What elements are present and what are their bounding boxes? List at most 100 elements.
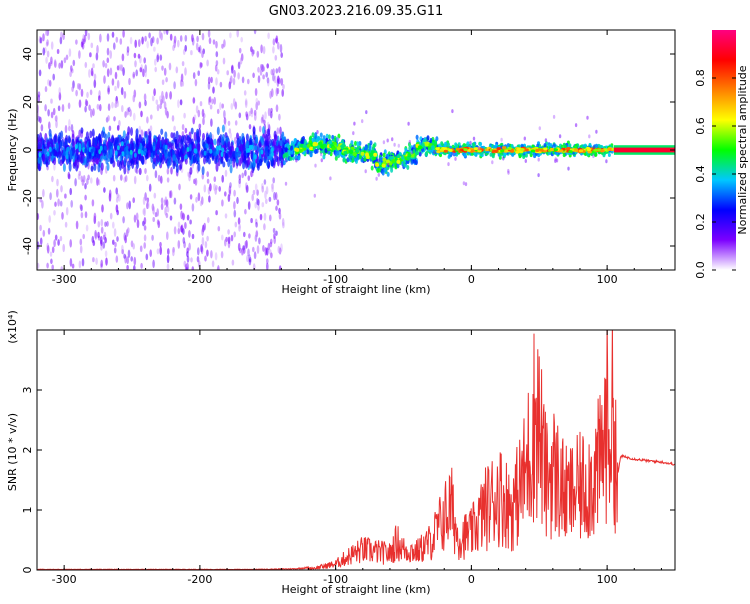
heatmap-cell [200, 244, 203, 253]
heatmap-cell [184, 67, 187, 76]
heatmap-cell [173, 35, 177, 44]
heatmap-cell [592, 154, 595, 159]
heatmap-cell [191, 266, 195, 270]
heatmap-cell [67, 102, 71, 110]
heatmap-cell [42, 229, 46, 237]
heatmap-cell [256, 245, 260, 254]
heatmap-cell [50, 98, 53, 104]
heatmap-cell [224, 239, 227, 247]
heatmap-cell [188, 150, 192, 158]
heatmap-cell [113, 42, 116, 50]
heatmap-cell [56, 48, 60, 55]
heatmap-cell [164, 196, 168, 206]
heatmap-cell [353, 121, 356, 126]
heatmap-cell [279, 139, 283, 147]
heatmap-cell [243, 150, 247, 158]
heatmap-cell [160, 197, 164, 204]
heatmap-cell [280, 52, 284, 58]
heatmap-cell [250, 46, 253, 53]
heatmap-cell [549, 143, 553, 148]
heatmap-cell [107, 153, 111, 163]
heatmap-cell [250, 107, 253, 115]
heatmap-cell [194, 177, 198, 186]
heatmap-cell [149, 125, 153, 133]
heatmap-cell [57, 105, 61, 112]
heatmap-cell [111, 78, 115, 86]
tick-label: -300 [52, 573, 77, 586]
heatmap-cell [149, 249, 152, 257]
heatmap-cell [261, 185, 265, 193]
heatmap-cell [100, 263, 103, 269]
heatmap-cell [524, 153, 528, 158]
heatmap-cell [334, 155, 338, 161]
heatmap-cell [234, 221, 238, 228]
heatmap-cell [447, 154, 451, 159]
heatmap-cell [161, 90, 164, 100]
heatmap-cell [142, 208, 145, 215]
heatmap-cell [153, 46, 156, 52]
heatmap-cell [377, 172, 380, 177]
heatmap-cell [244, 160, 248, 169]
heatmap-cell [115, 204, 119, 213]
heatmap-cell [563, 144, 567, 149]
heatmap-cell [106, 57, 110, 64]
heatmap-cell [46, 50, 50, 58]
heatmap-cell [263, 179, 267, 185]
heatmap-cell [494, 149, 499, 153]
heatmap-cell [477, 149, 482, 153]
heatmap-cell [200, 150, 204, 159]
heatmap-cell [537, 173, 540, 178]
heatmap-cell [183, 241, 186, 249]
heatmap-cell [177, 99, 180, 109]
heatmap-cell [278, 207, 281, 214]
heatmap-cell [169, 91, 172, 100]
heatmap-cell [55, 119, 58, 129]
heatmap-cell [587, 150, 592, 154]
heatmap-cell [201, 236, 205, 246]
heatmap-cell [262, 126, 265, 135]
heatmap-cell [59, 235, 63, 242]
heatmap-cell [64, 139, 68, 148]
heatmap-cell [114, 102, 117, 109]
heatmap-cell [197, 142, 201, 152]
heatmap-cell [132, 197, 135, 204]
heatmap-cell [195, 196, 198, 203]
heatmap-cell [100, 226, 104, 234]
heatmap-cell [133, 175, 137, 185]
heatmap-cell [60, 59, 64, 69]
heatmap-cell [217, 265, 220, 270]
heatmap-cell [216, 69, 220, 75]
heatmap-cell [100, 155, 104, 162]
heatmap-cell [38, 69, 42, 77]
heatmap-cell [92, 257, 95, 263]
heatmap-cell [179, 99, 183, 106]
heatmap-cell [350, 146, 355, 151]
tick-label: -40 [21, 237, 34, 255]
heatmap-cell [207, 158, 211, 165]
heatmap-cell [169, 215, 173, 221]
heatmap-cell [163, 101, 167, 110]
heatmap-cell [138, 167, 142, 176]
heatmap-cell [279, 43, 283, 53]
heatmap-cell [80, 211, 84, 219]
heatmap-cell [275, 205, 278, 211]
heatmap-cell [53, 239, 56, 248]
heatmap-cell [209, 148, 213, 154]
heatmap-cell [192, 97, 196, 104]
heatmap-cell [135, 142, 139, 152]
heatmap-cell [220, 251, 224, 259]
heatmap-cell [421, 143, 426, 148]
heatmap-cell [166, 177, 170, 183]
heatmap-cell [106, 220, 109, 227]
heatmap-cell [159, 152, 163, 158]
heatmap-cell [322, 143, 327, 148]
heatmap-cell [320, 158, 323, 163]
heatmap-cell [106, 33, 110, 42]
heatmap-cell [428, 143, 433, 147]
heatmap-cell [130, 256, 133, 262]
heatmap-cell [55, 114, 58, 123]
heatmap-cell [142, 140, 146, 147]
heatmap-cell [255, 136, 259, 145]
heatmap-x-ticks: -300 -200 -100 0 100 [52, 30, 662, 286]
heatmap-cell [134, 60, 137, 68]
